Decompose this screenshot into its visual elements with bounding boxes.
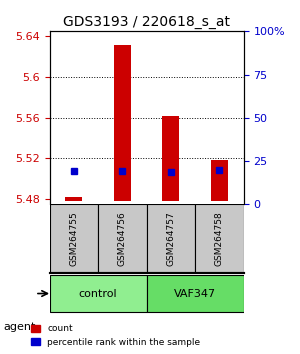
Bar [114, 45, 131, 201]
Title: GDS3193 / 220618_s_at: GDS3193 / 220618_s_at [63, 15, 230, 29]
Text: GSM264757: GSM264757 [167, 211, 176, 266]
Text: GSM264755: GSM264755 [69, 211, 78, 266]
Text: GSM264758: GSM264758 [215, 211, 224, 266]
FancyBboxPatch shape [50, 275, 147, 312]
Text: GSM264756: GSM264756 [118, 211, 127, 266]
Text: VAF347: VAF347 [174, 289, 216, 298]
Legend: count, percentile rank within the sample: count, percentile rank within the sample [28, 321, 203, 349]
Text: agent: agent [3, 322, 35, 332]
Bar [162, 116, 179, 201]
FancyBboxPatch shape [98, 204, 147, 273]
Text: control: control [79, 289, 117, 298]
Bar [65, 197, 82, 201]
FancyBboxPatch shape [195, 204, 244, 273]
FancyBboxPatch shape [50, 204, 98, 273]
Bar [211, 160, 228, 201]
FancyBboxPatch shape [147, 204, 195, 273]
FancyBboxPatch shape [147, 275, 244, 312]
